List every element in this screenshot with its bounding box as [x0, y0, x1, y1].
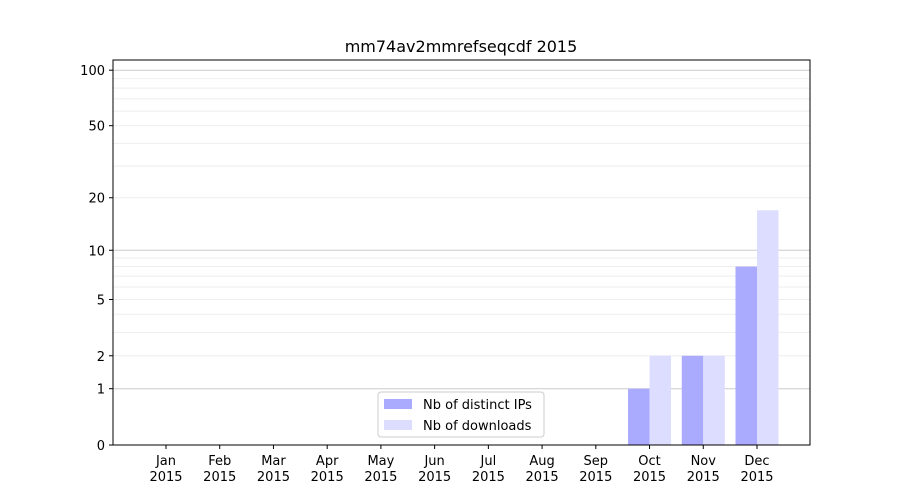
- legend-swatch: [384, 420, 412, 430]
- x-tick-label: Jan 2015: [149, 454, 182, 485]
- y-tick-label: 10: [88, 244, 105, 259]
- y-tick-label: 20: [88, 192, 105, 207]
- x-tick-label: May 2015: [364, 454, 397, 485]
- x-tick-label: Jul 2015: [472, 454, 505, 485]
- bar-distinct-ips: [681, 355, 704, 445]
- x-tick-label: Apr 2015: [311, 454, 344, 485]
- legend: [377, 391, 545, 438]
- x-tick-label: Jun 2015: [418, 454, 451, 485]
- y-tick-label: 100: [80, 64, 105, 79]
- legend-swatch: [384, 399, 412, 409]
- y-tick-label: 0: [97, 439, 105, 454]
- x-tick-label: Nov 2015: [687, 454, 720, 485]
- x-tick-label: Aug 2015: [526, 454, 559, 485]
- x-tick-label: Oct 2015: [633, 454, 666, 485]
- legend-label: Nb of distinct IPs: [423, 398, 532, 413]
- y-tick-label: 1: [97, 383, 105, 398]
- bar-distinct-ips: [735, 266, 757, 445]
- bar-distinct-ips: [628, 388, 650, 445]
- x-tick-label: Feb 2015: [203, 454, 236, 485]
- bar-downloads: [649, 355, 672, 445]
- x-tick-label: Sep 2015: [579, 454, 612, 485]
- bar-downloads: [757, 210, 779, 445]
- y-tick-label: 2: [97, 350, 105, 365]
- x-tick-label: Dec 2015: [740, 454, 773, 485]
- y-tick-label: 50: [88, 120, 105, 135]
- x-tick-label: Mar 2015: [257, 454, 290, 485]
- y-tick-label: 5: [97, 293, 105, 308]
- plot-frame: [112, 59, 811, 446]
- bar-downloads: [703, 355, 725, 445]
- chart-title: mm74av2mmrefseqcdf 2015: [345, 37, 578, 56]
- legend-label: Nb of downloads: [423, 419, 532, 434]
